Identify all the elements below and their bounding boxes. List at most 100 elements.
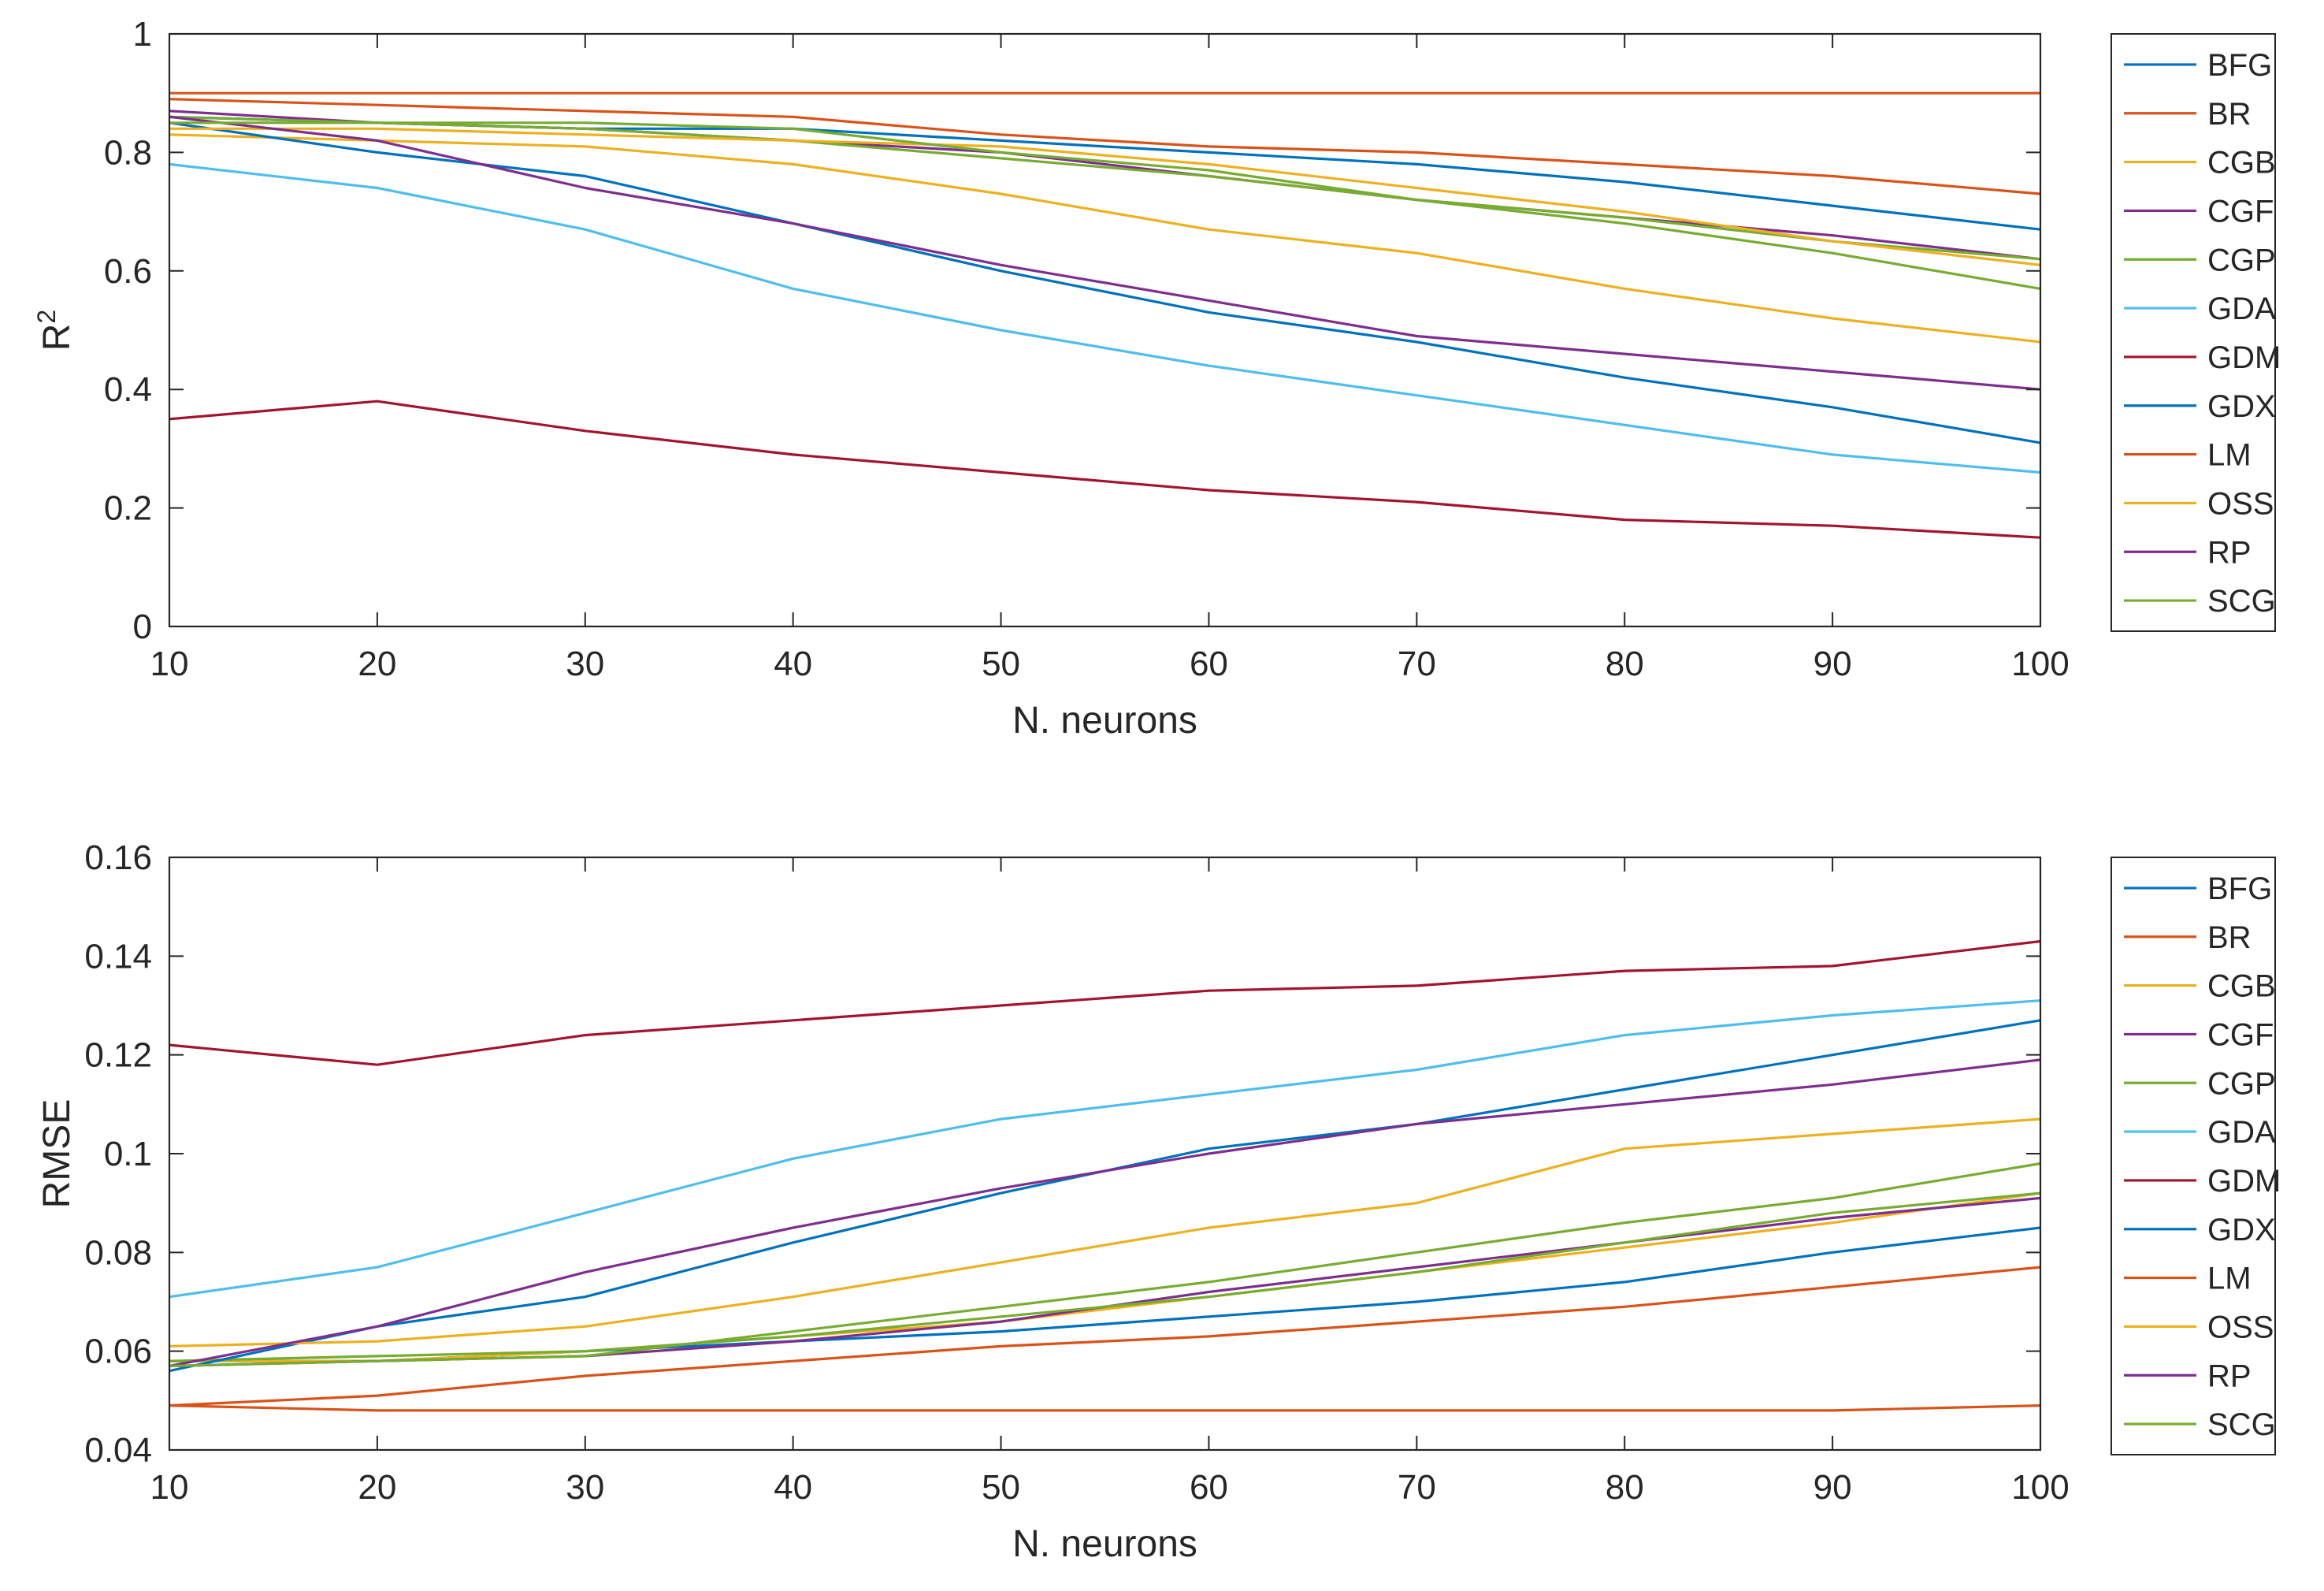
rmse-ytick-label: 0.04 — [84, 1431, 152, 1470]
rmse-ytick-label: 0.14 — [84, 937, 152, 976]
r2-xtick-label: 50 — [982, 645, 1020, 683]
r2-legend-item-gdm: GDM — [2124, 340, 2281, 375]
rmse-series-br-line — [169, 1404, 2041, 1412]
rmse-xtick-label: 60 — [1190, 1468, 1228, 1507]
r2-legend-item-br: BR — [2124, 97, 2252, 132]
rmse-plot-area — [169, 857, 2040, 1450]
rmse-series-gdm-line — [169, 939, 2041, 1066]
r2-legend: BFG BR CGB CGF CGP GDA GDM GDX LM OSS RP SCG — [2111, 33, 2281, 632]
r2-legend-label: BR — [2207, 97, 2252, 132]
rmse-legend-label: SCG — [2207, 1407, 2276, 1442]
r2-legend-label: BFG — [2207, 48, 2272, 83]
r2-legend-label: CGB — [2207, 146, 2276, 180]
r2-legend-item-gdx: GDX — [2124, 389, 2276, 424]
r2-xtick-label: 60 — [1190, 645, 1228, 683]
r2-legend-label: RP — [2207, 535, 2252, 570]
r2-legend-label: CGF — [2207, 194, 2274, 229]
rmse-chart: 10 20 30 40 50 60 70 80 90 100 0.04 0.06 0.08 0.1 0.12… — [36, 838, 2281, 1565]
r2-legend-item-lm: LM — [2124, 438, 2252, 473]
rmse-ytick-label: 0.06 — [84, 1333, 152, 1371]
r2-legend-label: GDM — [2207, 340, 2281, 375]
rmse-legend-label: GDM — [2207, 1164, 2281, 1199]
r2-xtick-label: 10 — [150, 645, 189, 683]
r2-chart: 10 20 30 40 50 60 70 80 90 100 0 0.2 0.4 0.6 0.8 1 N. ne… — [32, 15, 2281, 742]
rmse-legend-label: LM — [2207, 1262, 2252, 1296]
r2-xtick-label: 20 — [358, 645, 396, 683]
rmse-series-cgp-line — [169, 1191, 2041, 1362]
r2-ylabel-superscript: 2 — [32, 310, 61, 324]
rmse-legend-item-gdx: GDX — [2124, 1213, 2276, 1247]
r2-ytick-label: 0 — [133, 608, 152, 646]
r2-legend-label: GDX — [2207, 389, 2276, 424]
r2-series-gda-line — [169, 162, 2041, 474]
rmse-legend-item-rp: RP — [2124, 1359, 2252, 1393]
rmse-xtick-label: 80 — [1606, 1468, 1644, 1507]
rmse-xtick-label: 70 — [1398, 1468, 1436, 1507]
rmse-series-gda-line — [169, 999, 2041, 1299]
rmse-legend-label: BFG — [2207, 872, 2272, 906]
r2-series-oss-line — [169, 127, 2041, 266]
rmse-ytick-label: 0.08 — [84, 1233, 152, 1272]
r2-ytick-label: 1 — [133, 15, 152, 54]
r2-legend-label: SCG — [2207, 584, 2276, 619]
rmse-series-scg-line — [169, 1162, 2041, 1368]
rmse-xtick-label: 50 — [982, 1468, 1020, 1507]
rmse-legend-label: OSS — [2207, 1310, 2274, 1344]
rmse-series-rp-line — [169, 1058, 2041, 1368]
rmse-ytick-label: 0.12 — [84, 1036, 152, 1075]
r2-xtick-label: 100 — [2011, 645, 2069, 683]
rmse-legend-item-gda: GDA — [2124, 1115, 2276, 1150]
rmse-legend-item-cgb: CGB — [2124, 969, 2276, 1004]
r2-series-gdm-line — [169, 400, 2041, 539]
rmse-xtick-label: 90 — [1814, 1468, 1852, 1507]
r2-series-group — [169, 91, 2041, 539]
r2-axes-box — [168, 32, 2042, 628]
r2-legend-item-scg: SCG — [2124, 584, 2276, 619]
r2-legend-label: LM — [2207, 438, 2252, 473]
rmse-series-cgb-line — [169, 1191, 2041, 1362]
r2-legend-item-cgb: CGB — [2124, 146, 2276, 180]
rmse-legend-label: CGB — [2207, 969, 2276, 1004]
r2-series-cgb-line — [169, 133, 2041, 344]
rmse-series-lm-line — [169, 1266, 2041, 1407]
rmse-series-group — [169, 939, 2041, 1412]
rmse-legend-item-oss: OSS — [2124, 1310, 2274, 1344]
rmse-xtick-label: 100 — [2011, 1468, 2069, 1507]
r2-xlabel: N. neurons — [1012, 700, 1197, 742]
rmse-legend-item-lm: LM — [2124, 1262, 2252, 1296]
r2-xtick-label: 30 — [566, 645, 604, 683]
r2-ytick-label: 0.4 — [104, 370, 152, 409]
r2-xtick-label: 80 — [1606, 645, 1644, 683]
rmse-legend-label: GDX — [2207, 1213, 2276, 1247]
rmse-legend-item-cgp: CGP — [2124, 1066, 2276, 1101]
rmse-legend-item-gdm: GDM — [2124, 1164, 2281, 1199]
rmse-xlabel: N. neurons — [1012, 1523, 1197, 1565]
r2-legend-item-rp: RP — [2124, 535, 2252, 570]
r2-xtick-label: 70 — [1398, 645, 1436, 683]
r2-xtick-label: 40 — [774, 645, 812, 683]
r2-legend-item-gda: GDA — [2124, 292, 2276, 326]
rmse-xtick-label: 40 — [774, 1468, 812, 1507]
rmse-legend: BFG BR CGB CGF CGP GDA GDM GDX LM OSS RP SCG — [2111, 857, 2281, 1455]
r2-legend-item-cgp: CGP — [2124, 243, 2276, 277]
r2-legend-box — [2111, 33, 2276, 632]
rmse-xtick-label: 10 — [150, 1468, 189, 1507]
rmse-ytick-label: 0.16 — [84, 838, 152, 877]
r2-series-lm-line — [169, 98, 2041, 195]
r2-ytick-label: 0.2 — [104, 489, 152, 528]
rmse-legend-label: RP — [2207, 1359, 2252, 1393]
r2-ytick-label: 0.8 — [104, 133, 152, 172]
rmse-legend-box — [2111, 857, 2276, 1455]
rmse-legend-label: CGF — [2207, 1017, 2274, 1052]
r2-legend-item-oss: OSS — [2124, 486, 2274, 521]
rmse-legend-item-br: BR — [2124, 920, 2252, 955]
r2-legend-label: CGP — [2207, 243, 2276, 277]
r2-series-rp-line — [169, 115, 2041, 391]
rmse-legend-label: CGP — [2207, 1066, 2276, 1101]
rmse-legend-item-bfg: BFG — [2124, 872, 2272, 906]
rmse-legend-item-cgf: CGF — [2124, 1017, 2274, 1052]
rmse-legend-label: GDA — [2207, 1115, 2276, 1150]
rmse-xtick-label: 20 — [358, 1468, 396, 1507]
